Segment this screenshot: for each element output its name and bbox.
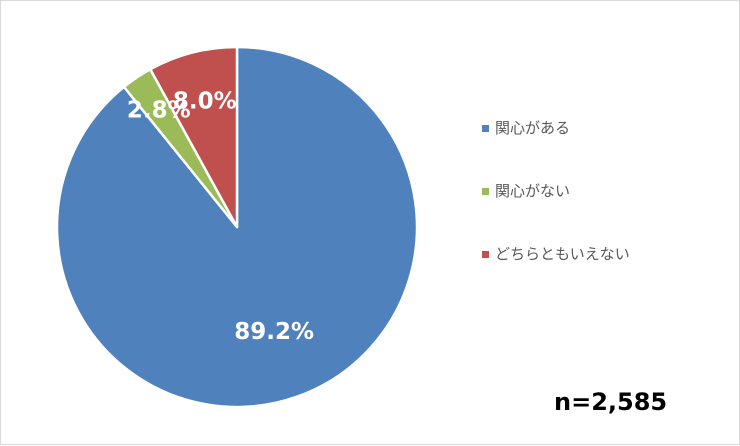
legend-swatch-neither [482, 251, 489, 258]
legend-item-neither: どちらともいえない [482, 245, 630, 308]
legend-label: どちらともいえない [495, 245, 630, 263]
slice-label-interested: 89.2% [234, 319, 314, 345]
legend-label: 関心がある [495, 119, 571, 137]
slice-label-not-interested: 2.8% [127, 97, 191, 123]
legend: 関心がある 関心がない どちらともいえない [482, 119, 630, 308]
legend-swatch-interested [482, 125, 489, 132]
slice-neither [149, 45, 239, 229]
legend-item-not-interested: 関心がない [482, 182, 630, 245]
sample-size-annotation: n=2,585 [554, 388, 668, 416]
slice-label-neither: 8.0% [173, 88, 237, 114]
legend-item-interested: 関心がある [482, 119, 630, 182]
legend-label: 関心がない [495, 182, 571, 200]
legend-swatch-not-interested [482, 188, 489, 195]
